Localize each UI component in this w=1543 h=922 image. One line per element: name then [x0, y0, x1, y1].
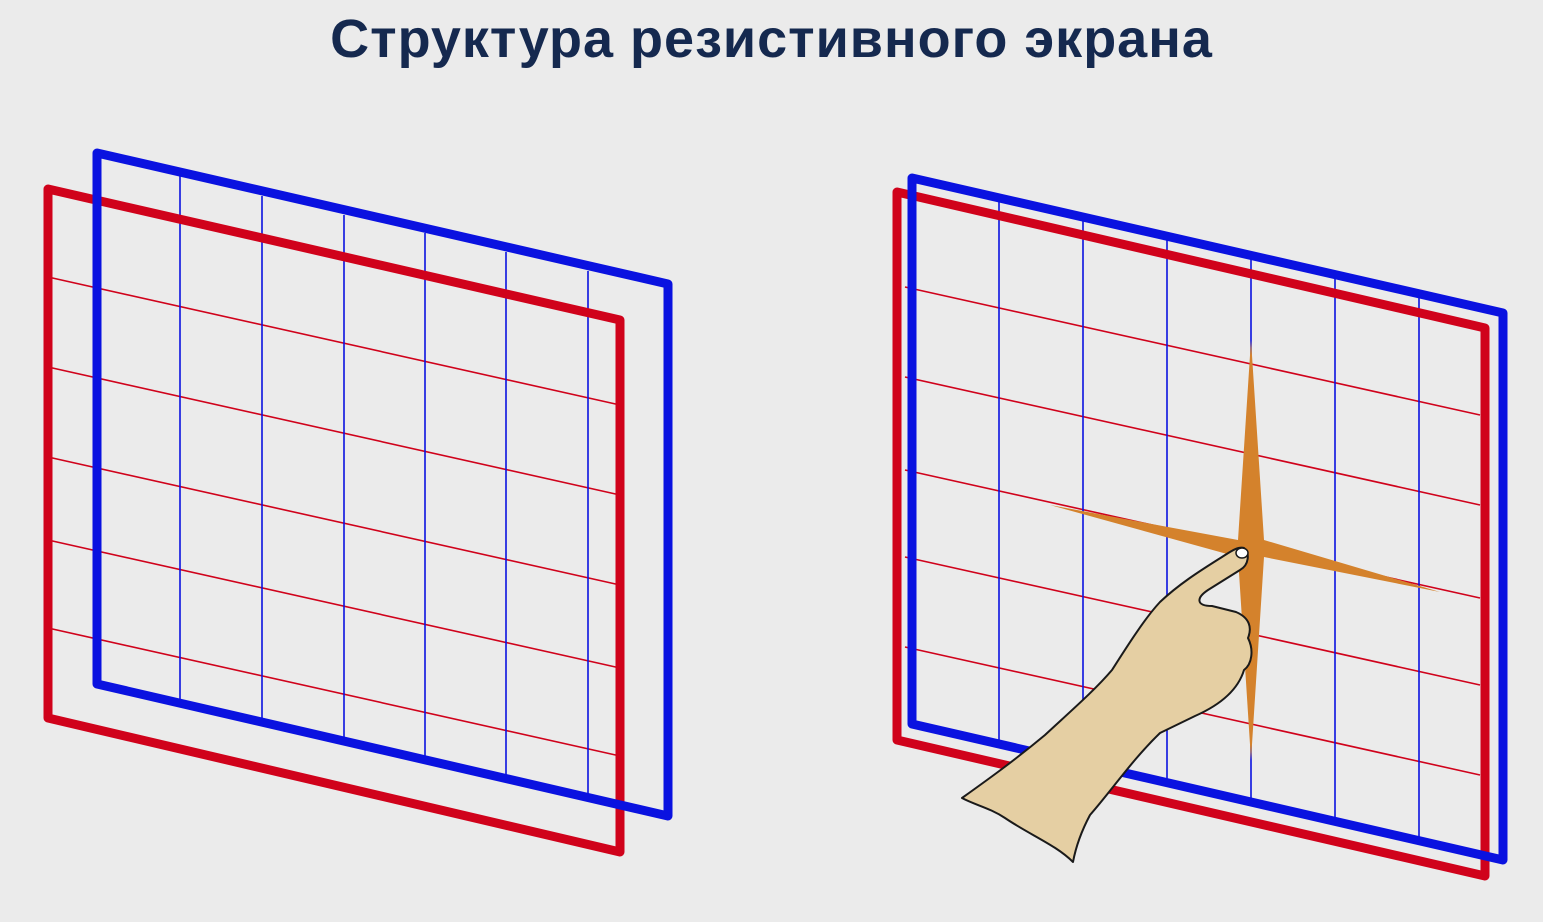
red-layer-grid-lines	[47, 276, 621, 757]
blue-layer-frame	[907, 173, 1508, 865]
hand-pointer-icon	[961, 546, 1253, 863]
red-layer-frame	[43, 184, 625, 857]
red-layer-frame	[892, 187, 1490, 881]
fingernail	[1235, 547, 1249, 559]
diagram-layers-apart	[43, 148, 673, 857]
blue-layer-grid-lines	[179, 176, 589, 797]
diagram-layers-pressed	[892, 173, 1508, 881]
blue-layer-frame	[92, 148, 673, 821]
slide-title: Структура резистивного экрана	[330, 9, 1213, 69]
